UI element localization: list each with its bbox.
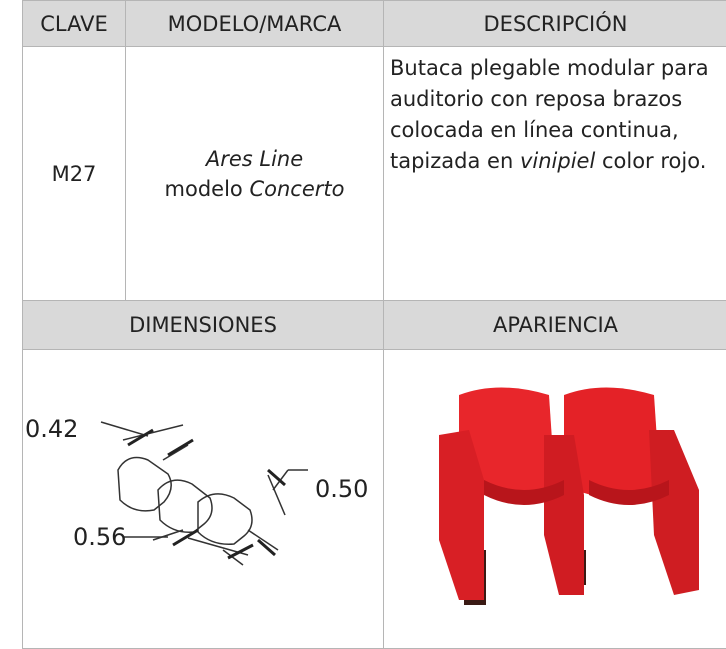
model-name: Concerto: [249, 176, 345, 201]
header-cell: APARIENCIA: [383, 300, 726, 350]
desc-text: Butaca plegable modular para auditorio c…: [390, 56, 709, 173]
chairs: [439, 387, 699, 605]
chair-outlines: [100, 421, 308, 566]
dimension-label: 0.56: [73, 523, 126, 551]
header-cell: DIMENSIONES: [22, 300, 384, 350]
clave-cell: M27: [22, 46, 126, 301]
appearance-cell: [383, 349, 726, 649]
chair-picture: [439, 387, 699, 605]
descripcion-cell: Butaca plegable modular para auditorio c…: [383, 46, 726, 301]
header-cell: DESCRIPCIÓN: [383, 0, 726, 47]
brand: Ares Line: [205, 146, 304, 171]
dimension-drawing: 0.42 0.50 0.56: [25, 415, 368, 566]
dimension-ticks: [127, 428, 286, 560]
header-cell: CLAVE: [22, 0, 126, 47]
desc-text: color rojo.: [601, 149, 707, 173]
dimension-label: 0.42: [25, 415, 78, 443]
dimension-label: 0.50: [315, 475, 368, 503]
desc-italic: vinipiel: [519, 149, 596, 173]
dimensions-cell: 0.42 0.50 0.56: [22, 349, 384, 649]
modelo-text: Ares Line modelo Concerto: [165, 144, 345, 204]
header-cell: MODELO/MARCA: [125, 0, 384, 47]
model-word: modelo: [164, 176, 243, 201]
modelo-cell: Ares Line modelo Concerto: [125, 46, 384, 301]
